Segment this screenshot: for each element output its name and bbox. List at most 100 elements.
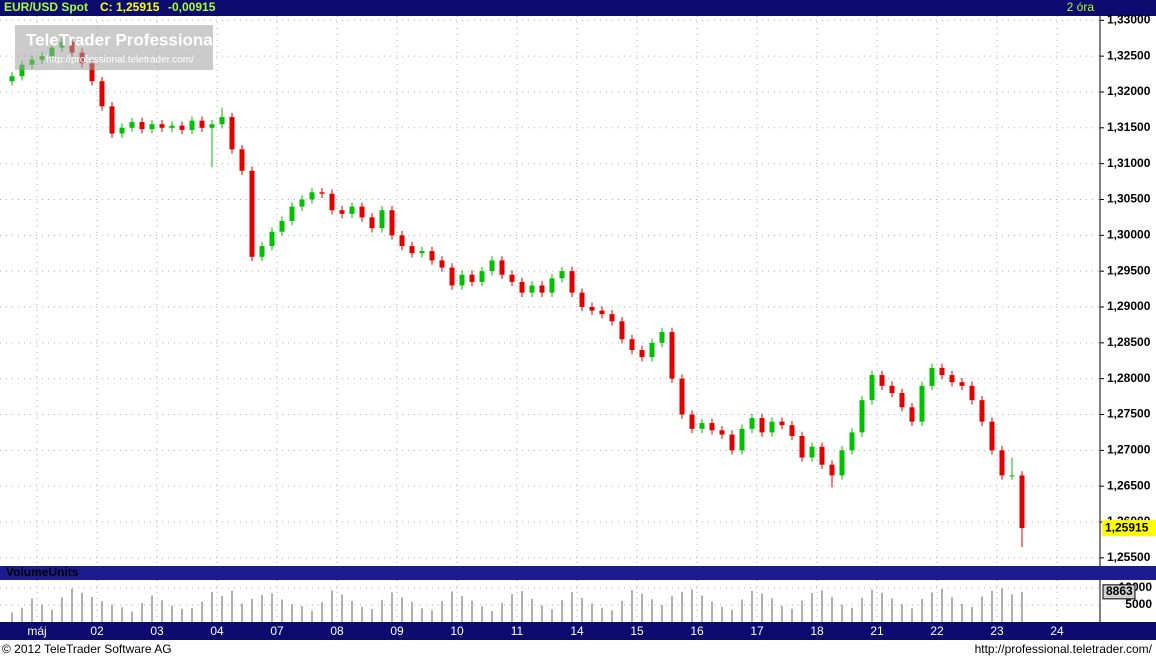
candle-body [549,278,555,293]
candle-body [139,122,145,130]
candle-body [869,375,875,401]
x-tick-label: 18 [810,624,824,638]
y-tick-label: 1,29000 [1107,299,1151,313]
x-tick-label: 15 [630,624,644,638]
candle-body [809,446,815,458]
x-tick-label: 22 [930,624,944,638]
candle-body [499,260,505,275]
candle-body [339,210,345,214]
candle-body [919,385,925,422]
candle-body [509,274,515,282]
candle-body [779,421,785,426]
candle-body [799,435,805,458]
x-tick-label: 14 [570,624,584,638]
candle-body [149,124,155,130]
x-tick-label: 04 [210,624,224,638]
change: -0,00915 [168,0,216,14]
candle-body [679,378,685,415]
candle-body [1009,475,1015,477]
candle-body [669,332,675,379]
footer-url: http://professional.teletrader.com/ [975,642,1153,656]
y-tick-label: 1,29500 [1107,263,1151,277]
last-price-box [1102,520,1156,537]
candle-body [639,349,645,358]
plot-layer: máj 02 03 04 07 08 09 10 11 14 15 16 17 18 21 22 23 24 1,2… [0,12,1156,638]
y-tick-label: 1,31500 [1107,120,1151,134]
candle-body [299,199,305,207]
candle-body [349,206,355,214]
candle-body [9,76,15,82]
x-axis-bar [0,622,1156,640]
header-bar [0,0,1156,16]
volume-header-bar [0,566,1156,580]
candle-body [769,421,775,433]
candle-body [259,246,265,257]
candle-body [719,430,725,435]
candle-body [539,285,545,293]
candle-body [479,271,485,282]
last-volume-box [1102,584,1136,600]
candle-body [189,120,195,130]
candle-body [469,274,475,282]
x-tick-label: 21 [870,624,884,638]
y-tick-label: 1,27000 [1107,442,1151,456]
candle-body [379,210,385,229]
candle-body [899,392,905,408]
candle-body [119,127,125,134]
candle-body [589,306,595,311]
candle-body [279,220,285,232]
candle-body [789,425,795,436]
candle-body [269,231,275,247]
candle-body [599,310,605,315]
x-tick-label: 11 [511,624,524,638]
candle-body [289,206,295,221]
x-tick-label: 10 [450,624,464,638]
candle-body [99,81,105,107]
candle-body [19,64,25,77]
volume-title: VolumeUnits [6,565,79,579]
last-volume-label: 8863 [1106,584,1133,598]
candle-body [449,267,455,286]
y-tick-label: 1,30500 [1107,192,1151,206]
x-tick-label: 07 [270,624,284,638]
candle-body [89,63,95,82]
candle-body [879,375,885,386]
y-tick-label: 1,30000 [1107,227,1151,241]
symbol: EUR/USD Spot [4,0,88,14]
candle-body [559,271,565,279]
candle-body [959,382,965,386]
candle-body [569,271,575,293]
candle-body [439,260,445,268]
candle-body [609,314,615,322]
x-tick-label: 17 [750,624,764,638]
x-tick-label: 24 [1050,624,1064,638]
candle-body [709,423,715,431]
candle-body [759,418,765,433]
candle-body [689,414,695,429]
candle-body [359,206,365,218]
candle-body [199,120,205,128]
candle-body [209,124,215,128]
candle-body [519,281,525,293]
y-tick-label: 1,33000 [1107,12,1151,26]
y-tick-label: 1,32500 [1107,48,1151,62]
candle-body [579,292,585,307]
candle-body [979,400,985,422]
candle-body [969,385,975,401]
candle-body [429,251,435,261]
watermark-brand: TeleTrader Professional [26,30,217,49]
candle-body [649,342,655,358]
candle-body [489,260,495,272]
candle-body [179,125,185,130]
interval: 2 óra [1067,0,1095,14]
watermark-box [15,25,213,70]
candle-body [999,450,1005,476]
last-price-label: 1,25915 [1105,520,1149,534]
candle-body [829,464,835,476]
candle-body [319,192,325,194]
x-tick-label: 08 [330,624,344,638]
watermark-url: http://professional.teletrader.com/ [46,55,194,66]
candle-body [169,125,175,128]
y-tick-label: 1,27500 [1107,407,1151,421]
candle-body [239,149,245,171]
